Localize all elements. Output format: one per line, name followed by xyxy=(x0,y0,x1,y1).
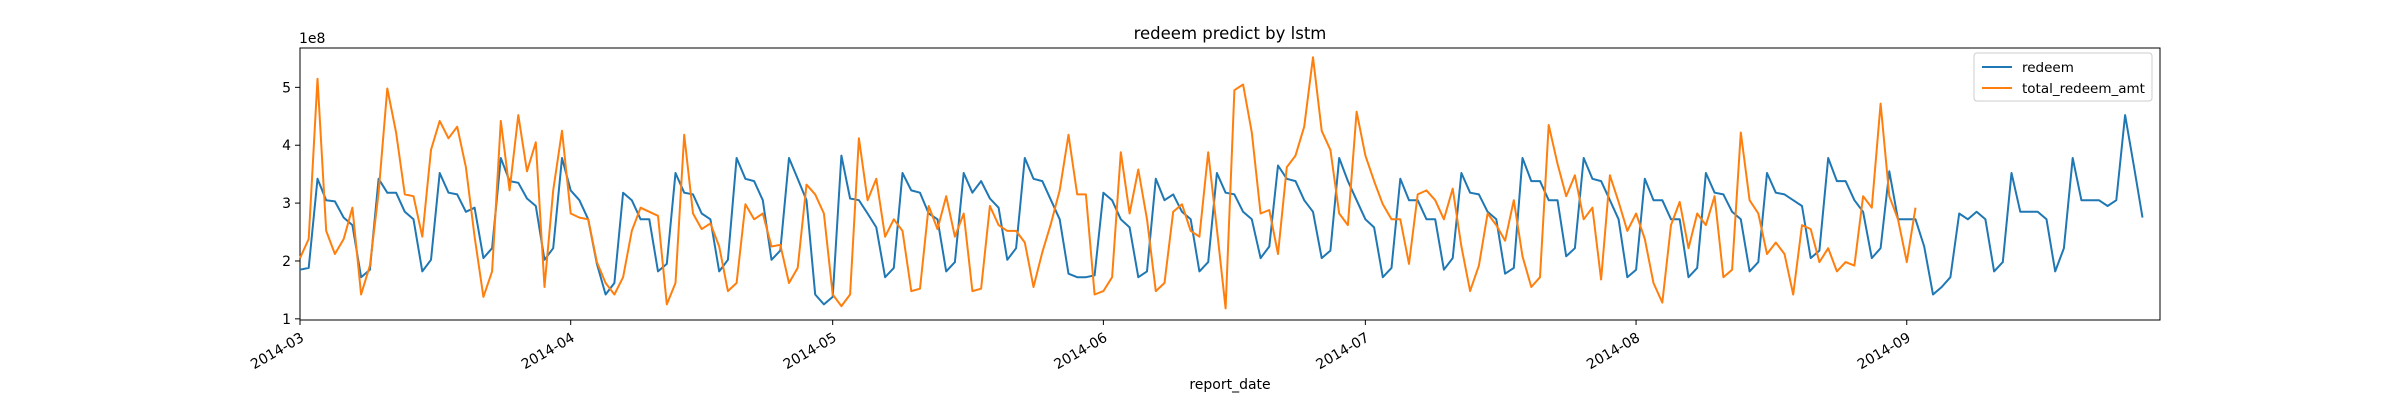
plot-area xyxy=(299,47,2161,321)
series-line-total-redeem-amt xyxy=(299,56,1917,310)
legend-label-total-redeem-amt: total_redeem_amt xyxy=(2022,81,2145,97)
y-tick-label: 2 xyxy=(282,254,291,270)
chart-title: redeem predict by lstm xyxy=(1134,24,1327,43)
legend-frame xyxy=(1973,52,2153,102)
y-tick-label: 1 xyxy=(282,312,291,328)
y-tick-label: 4 xyxy=(282,138,291,154)
y-tick-label: 3 xyxy=(282,196,291,212)
y-tick-label: 5 xyxy=(282,80,291,96)
axes-frame xyxy=(299,47,2161,321)
y-offset-text: 1e8 xyxy=(299,31,325,47)
y-axis: 1 2 3 4 5 xyxy=(282,80,300,328)
legend-label-redeem: redeem xyxy=(2022,60,2074,76)
series-layer xyxy=(299,56,2144,310)
legend: redeem total_redeem_amt xyxy=(1973,52,2153,102)
x-axis-title: report_date xyxy=(1189,377,1270,393)
series-line-redeem xyxy=(299,114,2144,306)
